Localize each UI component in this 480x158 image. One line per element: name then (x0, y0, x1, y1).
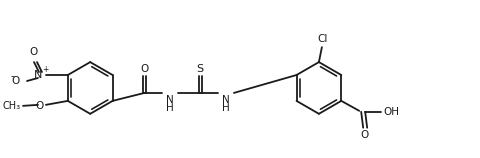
Text: CH₃: CH₃ (3, 101, 21, 111)
Text: O: O (12, 76, 20, 86)
Text: S: S (196, 64, 204, 74)
Text: N: N (167, 95, 174, 105)
Text: Cl: Cl (318, 34, 328, 44)
Text: H: H (167, 103, 174, 113)
Text: -: - (10, 71, 14, 81)
Text: OH: OH (383, 107, 399, 117)
Text: O: O (36, 101, 44, 111)
Text: O: O (140, 64, 148, 74)
Text: O: O (30, 47, 38, 57)
Text: +: + (42, 65, 48, 74)
Text: H: H (222, 103, 230, 113)
Text: O: O (360, 130, 368, 140)
Text: N: N (222, 95, 230, 105)
Text: N: N (34, 70, 42, 80)
